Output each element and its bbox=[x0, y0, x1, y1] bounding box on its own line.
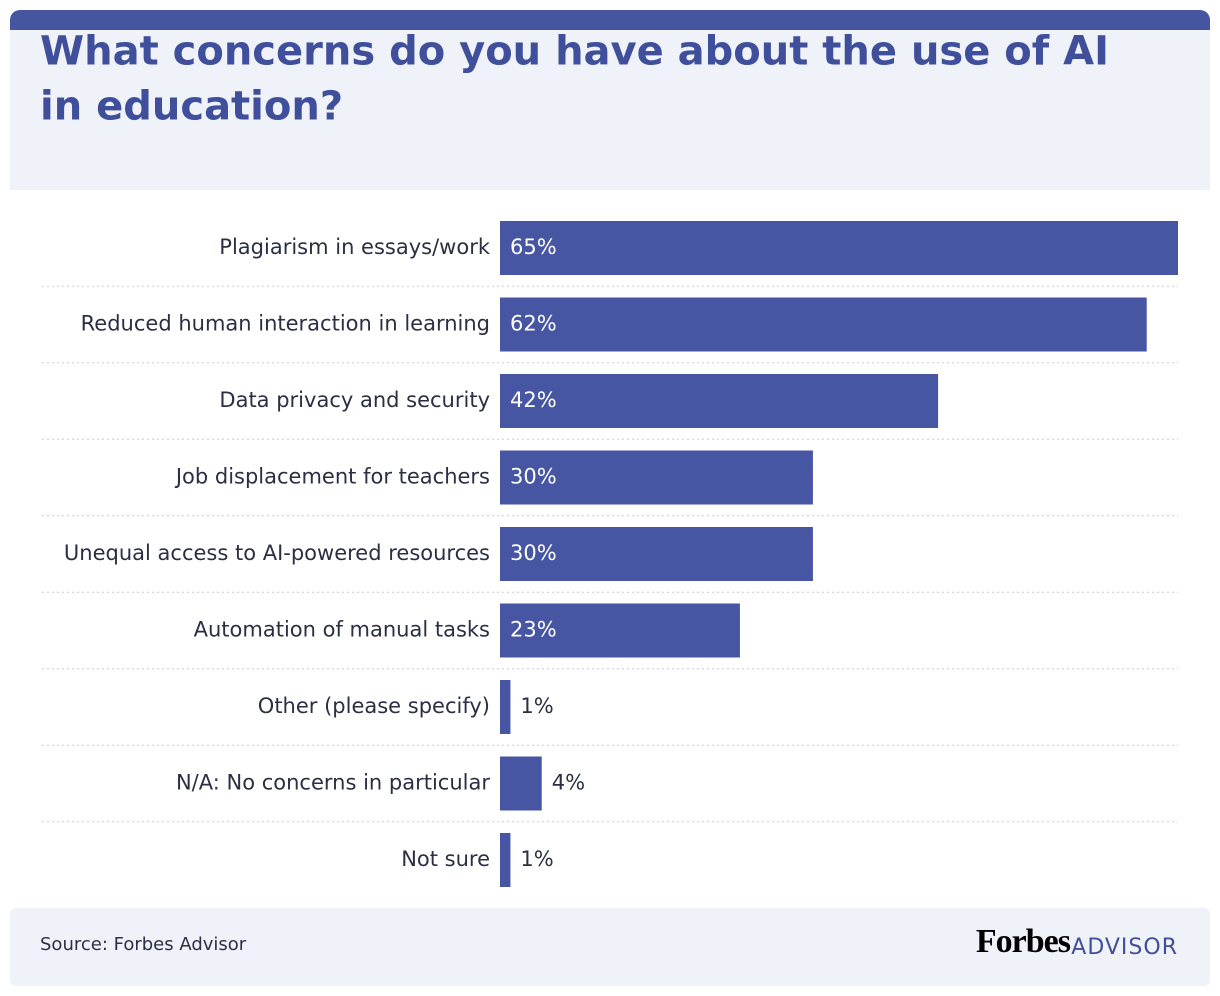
category-label: Not sure bbox=[401, 847, 490, 871]
value-label: 65% bbox=[510, 235, 557, 259]
category-label: Reduced human interaction in learning bbox=[81, 312, 490, 336]
bar bbox=[500, 527, 813, 581]
bar bbox=[500, 756, 542, 811]
bar bbox=[500, 450, 813, 505]
source: Source: Forbes Advisor bbox=[40, 934, 247, 955]
value-label: 42% bbox=[510, 388, 557, 412]
value-label: 1% bbox=[520, 694, 553, 718]
category-label: Data privacy and security bbox=[219, 388, 490, 412]
bar bbox=[500, 374, 939, 428]
category-label: N/A: No concerns in particular bbox=[176, 771, 490, 795]
footer bbox=[10, 908, 1210, 986]
chart-title: What concerns do you have about the use … bbox=[40, 29, 1109, 130]
value-label: 62% bbox=[510, 312, 557, 336]
category-label: Other (please specify) bbox=[258, 694, 490, 718]
category-label: Job displacement for teachers bbox=[174, 465, 490, 489]
header bbox=[10, 30, 1210, 190]
bar bbox=[500, 833, 511, 887]
category-label: Unequal access to AI-powered resources bbox=[64, 541, 490, 565]
bar bbox=[500, 221, 1178, 275]
value-label: 23% bbox=[510, 618, 557, 642]
brand-suffix: ADVISOR bbox=[1071, 935, 1178, 960]
category-label: Automation of manual tasks bbox=[194, 618, 490, 642]
bar bbox=[500, 603, 740, 658]
category-label: Plagiarism in essays/work bbox=[219, 235, 491, 259]
bar bbox=[500, 680, 511, 734]
value-label: 30% bbox=[510, 465, 557, 489]
brand: Forbes bbox=[976, 923, 1071, 960]
value-label: 1% bbox=[520, 847, 553, 871]
bar bbox=[500, 297, 1147, 352]
value-label: 30% bbox=[510, 541, 557, 565]
value-label: 4% bbox=[552, 771, 585, 795]
